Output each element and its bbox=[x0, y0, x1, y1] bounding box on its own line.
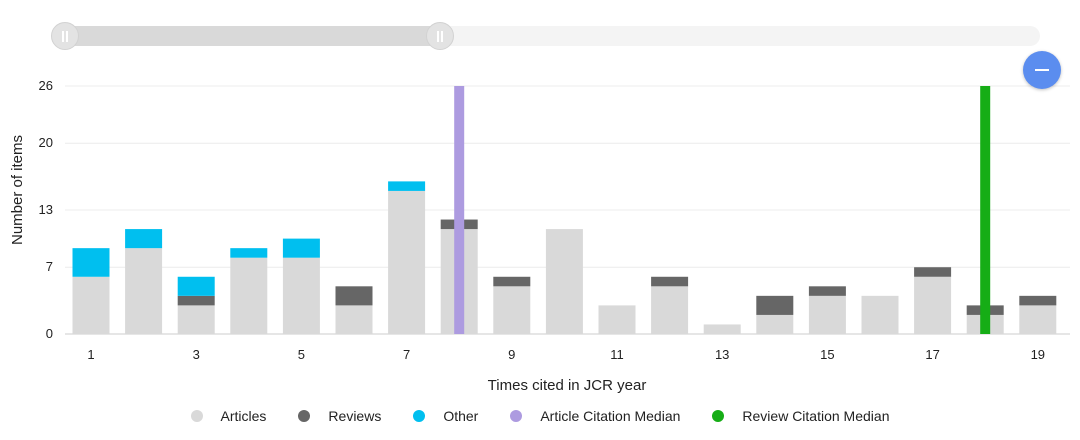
bar-articles[interactable] bbox=[808, 295, 846, 334]
bar-other[interactable] bbox=[230, 248, 268, 258]
article-citation-median-line[interactable] bbox=[454, 86, 465, 334]
x-tick-label: 1 bbox=[87, 347, 94, 362]
y-tick-label: 26 bbox=[39, 78, 53, 93]
bar-articles[interactable] bbox=[861, 295, 899, 334]
x-tick-label: 3 bbox=[193, 347, 200, 362]
x-tick-label: 15 bbox=[820, 347, 834, 362]
grip-icon bbox=[62, 31, 64, 42]
x-tick-label: 9 bbox=[508, 347, 515, 362]
legend-label-other: Other bbox=[443, 408, 479, 424]
x-tick-label: 5 bbox=[298, 347, 305, 362]
y-tick-label: 0 bbox=[46, 326, 53, 341]
bar-articles[interactable] bbox=[282, 257, 320, 334]
legend-swatch-article-median bbox=[510, 410, 523, 422]
legend-swatch-review-median bbox=[712, 410, 725, 422]
bar-other[interactable] bbox=[72, 248, 110, 277]
grip-icon bbox=[66, 31, 68, 42]
bar-articles[interactable] bbox=[493, 286, 531, 334]
bar-articles[interactable] bbox=[125, 248, 163, 334]
y-tick-label: 13 bbox=[39, 202, 53, 217]
legend-swatch-other bbox=[413, 410, 426, 422]
y-tick-label: 7 bbox=[46, 259, 53, 274]
zoom-out-button[interactable] bbox=[1023, 51, 1061, 89]
legend-item-reviews[interactable]: Reviews bbox=[298, 408, 381, 424]
legend-item-other[interactable]: Other bbox=[413, 408, 478, 424]
y-axis-title: Number of items bbox=[9, 135, 26, 245]
legend-swatch-reviews bbox=[298, 410, 311, 422]
bar-other[interactable] bbox=[388, 181, 426, 191]
legend-label-review-median: Review Citation Median bbox=[742, 408, 890, 424]
bar-articles[interactable] bbox=[598, 305, 636, 334]
range-slider-end-handle[interactable] bbox=[426, 22, 454, 50]
legend-label-article-median: Article Citation Median bbox=[540, 408, 681, 424]
grip-icon bbox=[441, 31, 443, 42]
review-citation-median-line[interactable] bbox=[980, 86, 991, 334]
y-axis-ticks: 0 7 13 20 26 bbox=[39, 78, 53, 341]
median-lines bbox=[454, 86, 991, 334]
bar-other[interactable] bbox=[177, 276, 215, 296]
grip-icon bbox=[437, 31, 439, 42]
bar-reviews[interactable] bbox=[756, 295, 794, 315]
minus-icon bbox=[1035, 69, 1049, 71]
legend-item-articles[interactable]: Articles bbox=[190, 408, 267, 424]
range-slider-selection[interactable] bbox=[65, 26, 440, 46]
bar-articles[interactable] bbox=[545, 229, 583, 334]
bar-reviews[interactable] bbox=[1019, 295, 1057, 306]
bar-articles[interactable] bbox=[72, 276, 110, 334]
bar-articles[interactable] bbox=[177, 305, 215, 334]
bar-reviews[interactable] bbox=[914, 267, 952, 277]
x-tick-label: 17 bbox=[925, 347, 939, 362]
bar-articles[interactable] bbox=[703, 324, 741, 334]
bar-reviews[interactable] bbox=[651, 276, 689, 287]
range-slider-start-handle[interactable] bbox=[51, 22, 79, 50]
x-axis-ticks: 1 3 5 7 9 11 13 15 17 19 bbox=[87, 347, 1045, 362]
legend-item-article-median[interactable]: Article Citation Median bbox=[510, 408, 680, 424]
bar-series bbox=[72, 181, 1057, 334]
bar-articles[interactable] bbox=[1019, 305, 1057, 334]
x-tick-label: 7 bbox=[403, 347, 410, 362]
legend-swatch-articles bbox=[190, 410, 203, 422]
bar-articles[interactable] bbox=[335, 305, 373, 334]
bar-articles[interactable] bbox=[651, 286, 689, 334]
legend-item-review-median[interactable]: Review Citation Median bbox=[712, 408, 889, 424]
bar-reviews[interactable] bbox=[493, 276, 531, 287]
x-tick-label: 13 bbox=[715, 347, 729, 362]
bar-articles[interactable] bbox=[914, 276, 952, 334]
y-tick-label: 20 bbox=[39, 135, 53, 150]
range-slider[interactable] bbox=[50, 22, 1040, 50]
bar-reviews[interactable] bbox=[335, 286, 373, 306]
bar-articles[interactable] bbox=[388, 190, 426, 334]
x-axis-title: Times cited in JCR year bbox=[488, 377, 647, 394]
bar-other[interactable] bbox=[125, 229, 163, 249]
bar-articles[interactable] bbox=[230, 257, 268, 334]
bar-reviews[interactable] bbox=[177, 295, 215, 306]
chart-legend: Articles Reviews Other Article Citation … bbox=[0, 405, 1080, 427]
bar-reviews[interactable] bbox=[808, 286, 846, 296]
x-tick-label: 19 bbox=[1031, 347, 1045, 362]
bar-articles[interactable] bbox=[756, 314, 794, 334]
legend-label-reviews: Reviews bbox=[328, 408, 382, 424]
bar-other[interactable] bbox=[282, 238, 320, 258]
legend-label-articles: Articles bbox=[220, 408, 267, 424]
x-tick-label: 11 bbox=[610, 347, 624, 362]
